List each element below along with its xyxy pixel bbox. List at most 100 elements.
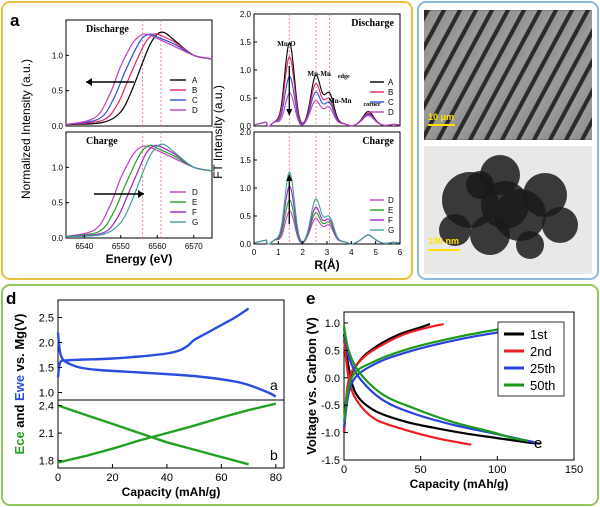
panel-e-xlabel: Capacity (mAh/g) [410, 477, 509, 491]
panel-e-ytick-label: 0.5 [325, 345, 340, 357]
panel-d-chart: 1.0 1.5 2.0 2.5 1.8 2.1 2.4 0 20 40 60 80 a b Capacity… [12, 299, 285, 499]
panel-e-axes [343, 311, 575, 461]
exafs-annotation-mn-mn-edge: Mn-Mn [308, 70, 331, 78]
exafs-legend-label: E [388, 206, 393, 215]
tem-particle [481, 181, 529, 229]
xanes-series-A [65, 31, 213, 126]
xanes-series-D [65, 145, 213, 238]
panel-e-xtick-label: 50 [415, 464, 427, 476]
xanes-series-G [65, 143, 213, 238]
panel-label-a: a [10, 11, 20, 30]
exafs-series-D [253, 92, 401, 127]
panel-d-ece-curve [57, 402, 277, 464]
exafs-ytick-label: 0.5 [240, 94, 252, 103]
exafs-annotation-mn-o: Mn-O [277, 40, 296, 48]
exafs-ytick-label: 0.0 [240, 122, 252, 131]
xanes-series-E [65, 144, 213, 238]
exafs-xtick-label: 1 [276, 248, 281, 257]
panel-d-ytick-label: 1.8 [39, 456, 54, 468]
panel-e-xtick-label: 0 [341, 464, 347, 476]
top-right-panel-frame [417, 1, 599, 280]
panel-d-xtick-label: 60 [215, 472, 227, 484]
xanes-xtick-label: 6570 [185, 242, 203, 251]
exafs-annotation-edge: edge [338, 74, 350, 80]
panel-d-bottom-axes [57, 399, 285, 469]
panel-d-xtick-label: 0 [55, 472, 61, 484]
xanes-arrow-head [86, 78, 92, 86]
sem-fiber [471, 10, 555, 140]
xanes-ytick-label: 1.0 [52, 163, 64, 172]
panel-d-xtick-label: 80 [270, 472, 282, 484]
sem-fiber [551, 65, 592, 140]
panel-e-chart: -1.5 -1.0 -0.5 0.0 0.5 1.0 0 50 100 150 1st 2nd 25th… [304, 311, 583, 491]
panel-e-discharge-2nd [342, 339, 472, 446]
panel-e-legend-label: 1st [530, 327, 548, 342]
exafs-xtick-label: 5 [373, 248, 378, 257]
exafs-ytick-label: 2.0 [240, 10, 252, 19]
exafs-legend-label: B [388, 88, 393, 97]
exafs-bottom-title: Charge [362, 136, 394, 147]
top-left-panel-frame [1, 1, 413, 280]
xanes-ylabel: Normalized Intensity (a.u.) [19, 59, 33, 199]
panel-e-ytick-label: 1.0 [325, 318, 340, 330]
sem-scale-label: 10 μm [428, 112, 454, 122]
panel-d-xtick-label: 20 [106, 472, 118, 484]
panel-d-inner-label-a: a [270, 377, 278, 393]
panel-label-e: e [306, 289, 315, 308]
sem-fiber [535, 35, 592, 140]
exafs-legend-label: D [388, 108, 394, 117]
sem-fibers-image: 10 μm [424, 10, 592, 140]
panel-e-xtick-label: 100 [488, 464, 506, 476]
exafs-arrow-head [286, 174, 293, 181]
exafs-series-E [253, 199, 401, 245]
xanes-ytick-label: 1.0 [52, 51, 64, 60]
xanes-ytick-label: 0.5 [52, 199, 64, 208]
sem-fiber [455, 10, 539, 140]
exafs-series-G [253, 170, 401, 245]
panel-d-ytick-label: 2.1 [39, 428, 54, 440]
xanes-chart: DischargeABCD0.00.51.0ChargeDEFG0.00.51.… [19, 19, 213, 266]
panel-e-legend-label: 25th [530, 361, 555, 376]
exafs-legend-label: D [388, 196, 394, 205]
sem-fiber [503, 10, 587, 140]
exafs-ylabel: FT Intensity (a.u.) [211, 85, 225, 179]
exafs-legend-label: G [388, 226, 394, 235]
sem-fiber [519, 10, 592, 140]
sem-fiber [424, 10, 459, 74]
panel-d-ytick-label: 1.5 [39, 363, 54, 375]
panel-d-ylabel-part: Ewe [12, 375, 27, 401]
xanes-ytick-label: 0.0 [52, 122, 64, 131]
exafs-xtick-label: 0 [252, 248, 257, 257]
panel-d-ylabel-part: Ece [12, 431, 27, 454]
xanes-series-D [65, 33, 213, 126]
xanes-xlabel: Energy (eV) [106, 252, 173, 266]
exafs-series-A [253, 41, 401, 127]
exafs-ytick-label: 0.5 [240, 212, 252, 221]
xanes-legend-label: C [192, 96, 198, 105]
panel-e-ytick-label: -0.5 [321, 400, 340, 412]
xanes-xtick-label: 6560 [148, 242, 166, 251]
bottom-panel-frame [1, 284, 599, 506]
tem-particle [466, 171, 494, 199]
sem-fiber [424, 10, 443, 45]
exafs-xtick-label: 6 [398, 248, 403, 257]
xanes-legend-label: A [192, 76, 198, 85]
sem-fiber [424, 10, 475, 104]
xanes-legend-label: E [192, 198, 197, 207]
panel-d-ylabel-part: and [12, 401, 27, 431]
panel-e-discharge-50th [342, 325, 529, 442]
xanes-xtick-label: 6540 [75, 242, 93, 251]
tem-scale-label: 100 nm [428, 236, 459, 246]
panel-d-ytick-label: 1.0 [39, 388, 54, 400]
exafs-xtick-label: 4 [349, 248, 354, 257]
exafs-annotation-mn-mn-corner: Mn-Mn [328, 97, 351, 105]
sem-fiber [567, 94, 592, 140]
xanes-top-title: Discharge [86, 24, 129, 35]
exafs-legend-label: A [388, 78, 394, 87]
exafs-top-title: Discharge [351, 18, 394, 29]
exafs-ytick-label: 0.0 [240, 240, 252, 249]
tem-particle [523, 173, 567, 217]
panel-e-ylabel: Voltage vs. Carbon (V) [304, 317, 319, 455]
exafs-ytick-label: 1.0 [240, 66, 252, 75]
